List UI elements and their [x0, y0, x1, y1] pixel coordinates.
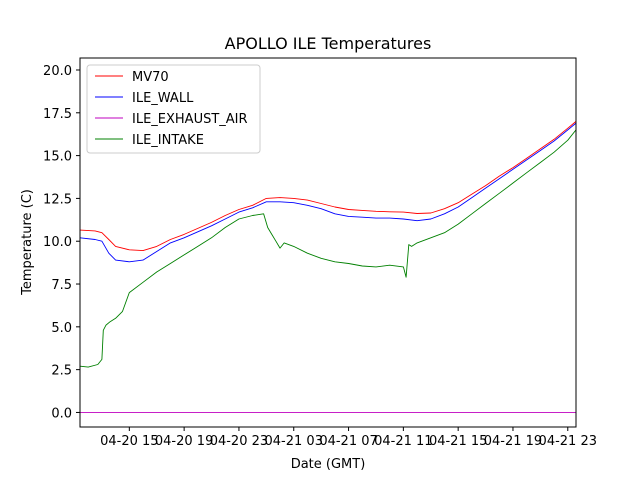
- x-tick-label: 04-20 23: [210, 434, 268, 449]
- x-tick-label: 04-21 07: [319, 434, 377, 449]
- series-layer: [79, 121, 577, 413]
- x-tick-label: 04-21 03: [265, 434, 323, 449]
- legend-label-mv70: MV70: [132, 70, 169, 85]
- y-tick-label: 12.5: [43, 192, 72, 207]
- series-line-mv70: [79, 121, 577, 252]
- x-axis-title: Date (GMT): [291, 457, 366, 472]
- x-tick-label: 04-20 15: [100, 434, 158, 449]
- x-tick-label: 04-20 19: [155, 434, 213, 449]
- y-tick-label: 2.5: [51, 364, 72, 379]
- y-tick-label: 7.5: [51, 278, 72, 293]
- plot-frame: [79, 57, 577, 428]
- legend-label-ile-exhaust-air: ILE_EXHAUST_AIR: [132, 112, 248, 127]
- legend-box: [86, 64, 261, 154]
- y-tick-label: 15.0: [43, 150, 72, 165]
- x-tick-label: 04-21 23: [539, 434, 597, 449]
- legend-label-ile-intake: ILE_INTAKE: [132, 133, 204, 148]
- y-tick-label: 5.0: [51, 321, 72, 336]
- y-axis-title: Temperature (C): [20, 189, 35, 296]
- x-tick-label: 04-21 19: [484, 434, 542, 449]
- y-tick-label: 0.0: [51, 406, 72, 421]
- legend-label-ile-wall: ILE_WALL: [132, 91, 194, 106]
- legend: MV70 ILE_WALL ILE_EXHAUST_AIR ILE_INTAKE: [86, 64, 261, 154]
- x-tick-label: 04-21 11: [374, 434, 432, 449]
- x-tick-label: 04-21 15: [429, 434, 487, 449]
- series-line-ile-intake: [79, 129, 577, 368]
- y-tick-label: 17.5: [43, 107, 72, 122]
- y-tick-label: 10.0: [43, 235, 72, 250]
- series-line-ile-wall: [79, 122, 577, 263]
- y-tick-label: 20.0: [43, 64, 72, 79]
- chart-title: APOLLO ILE Temperatures: [225, 34, 432, 53]
